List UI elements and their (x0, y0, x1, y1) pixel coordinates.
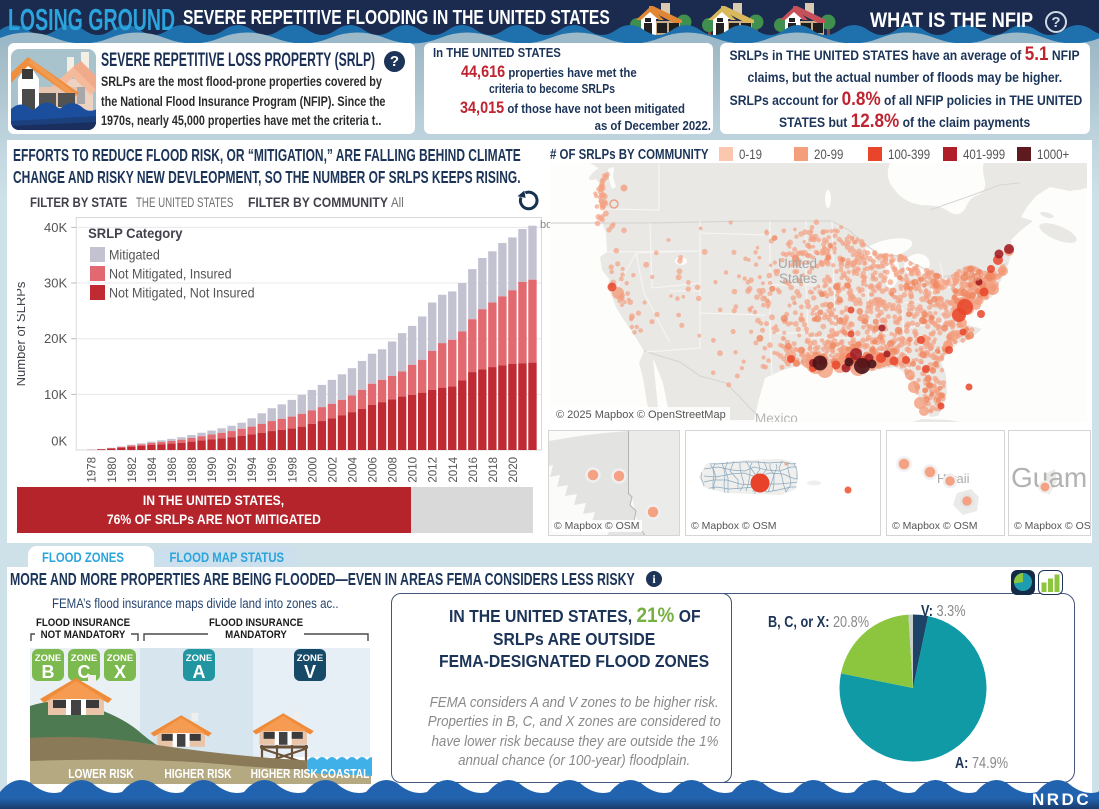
svg-text:10K: 10K (44, 387, 67, 402)
svg-text:1986: 1986 (167, 457, 179, 483)
svg-text:MANDATORY: MANDATORY (225, 630, 287, 642)
svg-text:2004: 2004 (348, 456, 360, 482)
svg-text:NOT MANDATORY: NOT MANDATORY (41, 630, 126, 642)
svg-text:States: States (779, 271, 818, 286)
svg-text:X: X (114, 662, 126, 682)
svg-text:LOWER RISK: LOWER RISK (68, 768, 134, 781)
svg-text:HIGHER RISK COASTAL: HIGHER RISK COASTAL (251, 768, 370, 781)
svg-text:2008: 2008 (388, 457, 400, 483)
svg-text:H: H (937, 471, 946, 486)
svg-text:SRLP Category: SRLP Category (88, 226, 183, 242)
svg-text:2006: 2006 (368, 457, 380, 483)
svg-text:FLOOD INSURANCE: FLOOD INSURANCE (36, 618, 130, 630)
svg-text:2002: 2002 (327, 457, 339, 483)
svg-text:Not Mitigated, Not Insured: Not Mitigated, Not Insured (109, 285, 255, 301)
svg-text:Mexico: Mexico (755, 411, 798, 422)
svg-text:2020: 2020 (508, 457, 520, 483)
svg-text:© 2025 Mapbox © OpenStreetMap: © 2025 Mapbox © OpenStreetMap (556, 409, 726, 421)
svg-text:1980: 1980 (107, 457, 119, 483)
svg-text:ZONE: ZONE (186, 653, 212, 664)
svg-text:1994: 1994 (247, 456, 259, 482)
svg-text:40K: 40K (44, 220, 67, 235)
svg-text:ZONE: ZONE (297, 653, 323, 664)
svg-text:United: United (778, 256, 817, 271)
svg-text:1988: 1988 (187, 457, 199, 483)
svg-text:2010: 2010 (408, 457, 420, 483)
svg-text:Number of SLRPs: Number of SLRPs (17, 281, 28, 386)
svg-text:2000: 2000 (307, 457, 319, 483)
svg-text:1998: 1998 (287, 457, 299, 483)
svg-text:1996: 1996 (267, 457, 279, 483)
svg-text:V: V (304, 662, 316, 682)
svg-text:0K: 0K (51, 434, 67, 449)
svg-text:Not Mitigated, Insured: Not Mitigated, Insured (109, 266, 232, 282)
svg-text:2016: 2016 (468, 457, 480, 483)
svg-text:1978: 1978 (87, 457, 99, 483)
svg-text:C: C (78, 662, 91, 682)
svg-text:1984: 1984 (147, 456, 159, 482)
svg-text:2014: 2014 (448, 456, 460, 482)
svg-text:Mitigated: Mitigated (109, 247, 160, 263)
svg-text:ZONE: ZONE (35, 653, 61, 664)
svg-text:ZONE: ZONE (71, 653, 97, 664)
svg-text:A: A (193, 662, 206, 682)
svg-text:HIGHER RISK: HIGHER RISK (164, 768, 232, 781)
svg-text:ZONE: ZONE (107, 653, 133, 664)
svg-text:20K: 20K (44, 331, 67, 346)
svg-text:2012: 2012 (428, 457, 440, 483)
svg-text:FLOOD INSURANCE: FLOOD INSURANCE (209, 618, 303, 630)
svg-text:B: B (42, 662, 55, 682)
svg-text:1982: 1982 (127, 457, 139, 483)
svg-text:1990: 1990 (207, 457, 219, 483)
svg-text:30K: 30K (44, 276, 67, 291)
svg-text:1992: 1992 (227, 457, 239, 483)
svg-text:2018: 2018 (488, 457, 500, 483)
